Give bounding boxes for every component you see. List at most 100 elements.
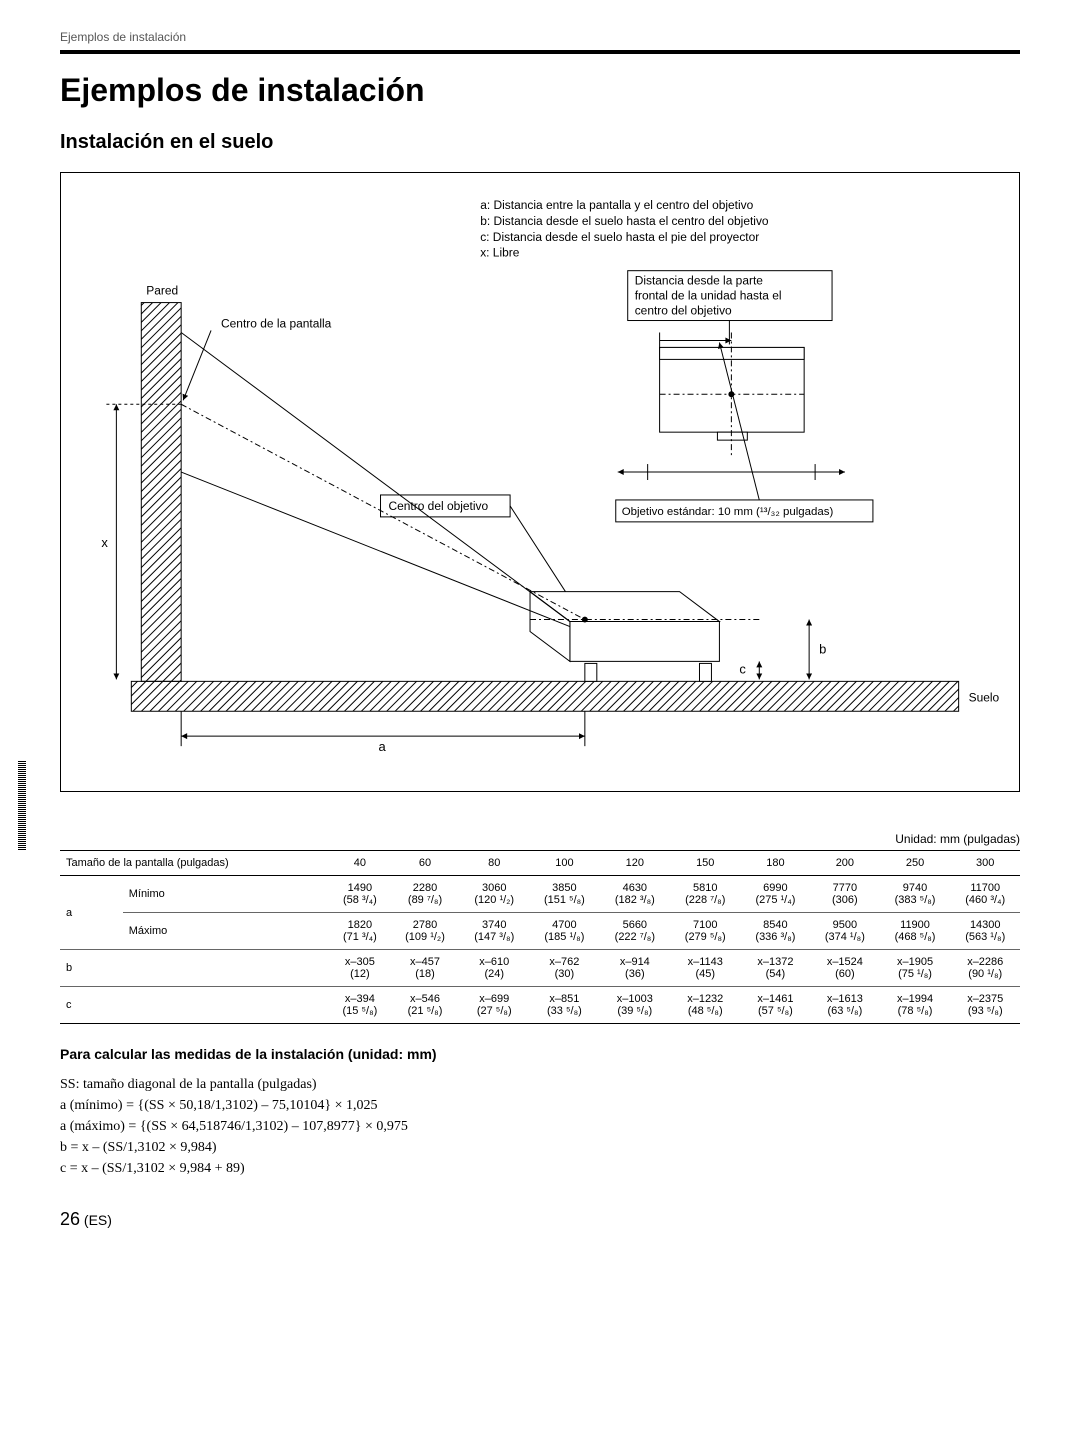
cell: 7100(279 ⁵/₈) (670, 913, 741, 950)
dist-l3: centro del objetivo (635, 304, 732, 318)
label-x: x (101, 535, 108, 550)
size-col: 300 (950, 851, 1020, 876)
legend-b: b: Distancia desde el suelo hasta el cen… (480, 214, 769, 228)
cell: x–1143(45) (670, 950, 741, 987)
size-col: 60 (391, 851, 460, 876)
cell: x–1003(39 ⁵/₈) (600, 987, 670, 1024)
cell: x–851(33 ⁵/₈) (529, 987, 600, 1024)
dist-l1: Distancia desde la parte (635, 274, 764, 288)
header-rule (60, 50, 1020, 54)
size-col: 200 (810, 851, 879, 876)
cell: 9500(374 ¹/₈) (810, 913, 879, 950)
cell: x–914(36) (600, 950, 670, 987)
cell: x–2375(93 ⁵/₈) (950, 987, 1020, 1024)
formulas-block: SS: tamaño diagonal de la pantalla (pulg… (60, 1074, 1020, 1179)
b-label: b (60, 950, 329, 987)
formula-line: SS: tamaño diagonal de la pantalla (pulg… (60, 1074, 1020, 1095)
projector-detail (618, 332, 845, 480)
cell: 6990(275 ¹/₄) (741, 876, 810, 913)
cell: x–1524(60) (810, 950, 879, 987)
a-label: a (60, 876, 123, 950)
cell: x–2286(90 ¹/₈) (950, 950, 1020, 987)
size-col: 120 (600, 851, 670, 876)
max-label: Máximo (123, 913, 330, 950)
formula-line: a (máximo) = {(SS × 64,518746/1,3102) – … (60, 1116, 1020, 1137)
page-num-small: (ES) (84, 1212, 112, 1228)
c-row: c x–394(15 ⁵/₈) x–546(21 ⁵/₈) x–699(27 ⁵… (60, 987, 1020, 1024)
objetivo-std-label: Objetivo estándar: 10 mm (¹³/₃₂ pulgadas… (622, 506, 834, 518)
cell: 5810(228 ⁷/₈) (670, 876, 741, 913)
a-min-row: a Mínimo 1490(58 ³/₄) 2280(89 ⁷/₈) 3060(… (60, 876, 1020, 913)
table-header-row: Tamaño de la pantalla (pulgadas) 40 60 8… (60, 851, 1020, 876)
size-col: 150 (670, 851, 741, 876)
legend-x: x: Libre (480, 246, 520, 260)
cell: x–305(12) (329, 950, 390, 987)
unit-label: Unidad: mm (pulgadas) (60, 832, 1020, 846)
centro-obj-label: Centro del objetivo (388, 499, 488, 513)
cell: x–610(24) (460, 950, 529, 987)
label-c: c (739, 661, 746, 676)
cell: 5660(222 ⁷/₈) (600, 913, 670, 950)
cell: 4630(182 ³/₈) (600, 876, 670, 913)
cell: 2280(89 ⁷/₈) (391, 876, 460, 913)
page-number: 26 (ES) (60, 1209, 1020, 1230)
floor-rect (131, 681, 958, 711)
page-title: Ejemplos de instalación (60, 72, 1020, 109)
centro-pantalla-line (183, 330, 211, 400)
suelo-label: Suelo (969, 690, 1000, 704)
dist-l2: frontal de la unidad hasta el (635, 289, 782, 303)
cell: 3740(147 ³/₈) (460, 913, 529, 950)
cell: x–1232(48 ⁵/₈) (670, 987, 741, 1024)
c-label: c (60, 987, 329, 1024)
cell: 1490(58 ³/₄) (329, 876, 390, 913)
cell: 8540(336 ³/₈) (741, 913, 810, 950)
cell: 2780(109 ¹/₂) (391, 913, 460, 950)
cell: 11700(460 ³/₄) (950, 876, 1020, 913)
cell: x–1372(54) (741, 950, 810, 987)
cell: 1820(71 ³/₄) (329, 913, 390, 950)
size-col: 40 (329, 851, 390, 876)
cell: x–699(27 ⁵/₈) (460, 987, 529, 1024)
hdr-label: Tamaño de la pantalla (pulgadas) (60, 851, 329, 876)
beam-bot (181, 472, 570, 626)
beam-top (181, 332, 570, 621)
cell: 4700(185 ¹/₈) (529, 913, 600, 950)
size-col: 100 (529, 851, 600, 876)
legend-c: c: Distancia desde el suelo hasta el pie… (480, 230, 759, 244)
formula-line: a (mínimo) = {(SS × 50,18/1,3102) – 75,1… (60, 1095, 1020, 1116)
cell: x–1613(63 ⁵/₈) (810, 987, 879, 1024)
projector-floor (530, 592, 759, 682)
cell: 3060(120 ¹/₂) (460, 876, 529, 913)
cell: x–1905(75 ¹/₈) (880, 950, 951, 987)
legend-a: a: Distancia entre la pantalla y el cent… (480, 198, 753, 212)
cell: x–762(30) (529, 950, 600, 987)
side-tab (18, 760, 26, 850)
installation-diagram: a: Distancia entre la pantalla y el cent… (60, 172, 1020, 792)
running-header: Ejemplos de instalación (60, 30, 1020, 44)
label-b: b (819, 641, 826, 656)
cell: x–457(18) (391, 950, 460, 987)
cell: 3850(151 ⁵/₈) (529, 876, 600, 913)
cell: x–394(15 ⁵/₈) (329, 987, 390, 1024)
cell: 11900(468 ⁵/₈) (880, 913, 951, 950)
dimensions-table: Tamaño de la pantalla (pulgadas) 40 60 8… (60, 850, 1020, 1024)
cell: x–1461(57 ⁵/₈) (741, 987, 810, 1024)
size-col: 180 (741, 851, 810, 876)
b-row: b x–305(12) x–457(18) x–610(24) x–762(30… (60, 950, 1020, 987)
diagram-svg: a: Distancia entre la pantalla y el cent… (61, 173, 1019, 791)
centro-pantalla-label: Centro de la pantalla (221, 317, 332, 331)
cell: x–546(21 ⁵/₈) (391, 987, 460, 1024)
wall-rect (141, 303, 181, 682)
cell: x–1994(78 ⁵/₈) (880, 987, 951, 1024)
size-col: 250 (880, 851, 951, 876)
page-subtitle: Instalación en el suelo (60, 131, 1020, 154)
size-col: 80 (460, 851, 529, 876)
label-a: a (379, 739, 387, 754)
cell: 14300(563 ¹/₈) (950, 913, 1020, 950)
a-max-row: Máximo 1820(71 ³/₄) 2780(109 ¹/₂) 3740(1… (60, 913, 1020, 950)
cell: 9740(383 ⁵/₈) (880, 876, 951, 913)
calc-heading: Para calcular las medidas de la instalac… (60, 1046, 1020, 1062)
page-num-big: 26 (60, 1209, 80, 1229)
formula-line: c = x – (SS/1,3102 × 9,984 + 89) (60, 1158, 1020, 1179)
pared-label: Pared (146, 284, 178, 298)
